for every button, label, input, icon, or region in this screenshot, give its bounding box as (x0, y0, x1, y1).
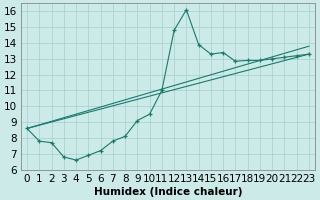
X-axis label: Humidex (Indice chaleur): Humidex (Indice chaleur) (94, 187, 242, 197)
